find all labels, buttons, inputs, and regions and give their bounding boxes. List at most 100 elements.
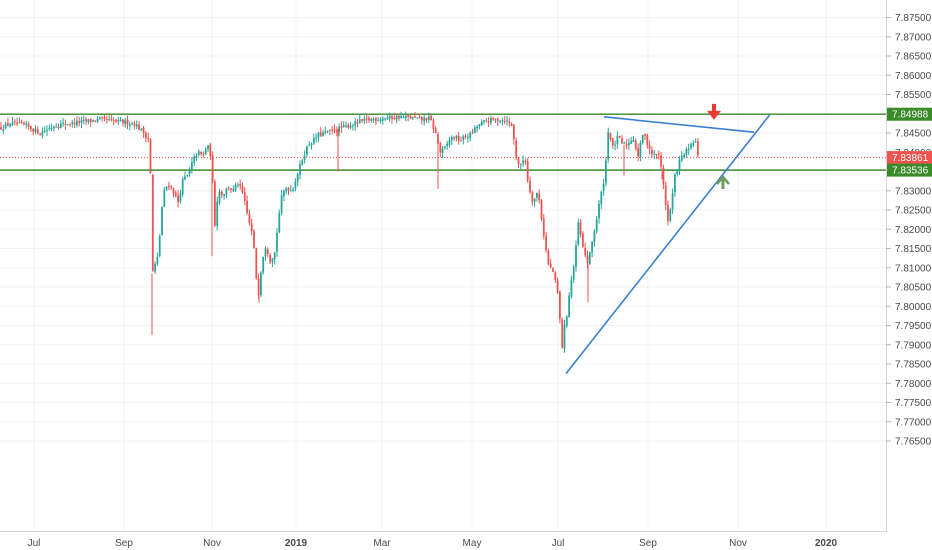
candle-body <box>80 120 83 124</box>
candle-body <box>273 252 276 260</box>
candle-body <box>462 136 465 140</box>
candle-body <box>85 119 87 122</box>
candle <box>448 136 451 148</box>
candle-body <box>82 119 85 121</box>
candle-body <box>87 119 90 123</box>
candle <box>283 189 285 202</box>
candle <box>200 151 202 157</box>
candle <box>55 122 58 128</box>
candle <box>48 124 51 131</box>
candle-body <box>292 189 294 191</box>
candle <box>404 111 407 122</box>
trendlines[interactable] <box>565 114 771 375</box>
rising-support-trendline[interactable] <box>565 114 771 375</box>
candle <box>170 185 173 190</box>
candle <box>66 123 69 126</box>
candle <box>101 116 104 122</box>
candle-body <box>331 129 334 131</box>
candle <box>317 131 320 143</box>
candle-body <box>400 115 403 119</box>
candle-body <box>508 121 511 123</box>
candle <box>36 126 39 135</box>
candle <box>225 187 228 198</box>
candle <box>554 271 557 283</box>
candle-body <box>363 118 366 122</box>
candle <box>680 151 683 163</box>
candle-body <box>306 146 308 155</box>
candle-body <box>697 141 699 156</box>
candle-body <box>361 119 363 121</box>
candle <box>345 121 347 128</box>
candle-body <box>46 129 48 131</box>
candle <box>694 138 697 143</box>
candle <box>395 115 398 124</box>
grid <box>0 0 886 531</box>
candle-body <box>676 170 679 174</box>
candle <box>352 123 354 131</box>
candle <box>124 117 127 128</box>
candle-body <box>651 149 653 155</box>
price-tag-bg <box>887 151 932 165</box>
candle <box>598 200 600 224</box>
y-tick-label: 7.83000 <box>895 186 932 197</box>
candle <box>99 116 101 120</box>
candle <box>161 206 163 236</box>
candle-body <box>478 124 481 127</box>
candle <box>278 209 281 234</box>
candle <box>80 116 83 129</box>
candle <box>131 121 133 126</box>
candle-body <box>609 132 612 140</box>
candle-body <box>30 126 32 130</box>
y-tick-label: 7.86000 <box>895 71 932 82</box>
y-tick-label: 7.87500 <box>895 13 932 24</box>
candle-body <box>177 195 179 203</box>
price-tag-label: 7.84988 <box>892 110 929 121</box>
candle <box>687 143 690 156</box>
candle-body <box>568 295 570 318</box>
candle <box>545 231 547 253</box>
arrow-head <box>716 175 730 185</box>
candle <box>579 218 582 238</box>
candle <box>582 231 584 248</box>
candle-body <box>648 145 651 149</box>
candle <box>450 135 453 145</box>
candle <box>513 123 515 145</box>
candle <box>340 121 343 133</box>
time-axis[interactable]: Jul Sep Nov 2019 Mar May Jul Sep Nov 2020 <box>28 538 838 549</box>
candle <box>411 116 414 120</box>
candle-body <box>662 167 665 185</box>
candle <box>193 153 196 167</box>
candle-body <box>379 119 382 121</box>
candle <box>41 127 44 139</box>
candle-body <box>340 126 343 128</box>
price-axis[interactable]: 7.875007.870007.865007.860007.855007.850… <box>886 13 932 448</box>
candle-body <box>492 118 495 120</box>
candle <box>59 119 62 129</box>
candle-body <box>239 184 242 186</box>
resistance-trendline[interactable] <box>603 116 755 134</box>
candle-body <box>78 121 81 124</box>
x-tick-label: 2020 <box>815 538 838 549</box>
candle <box>209 142 212 161</box>
candle <box>372 117 375 124</box>
candle <box>46 125 48 137</box>
candle <box>398 114 400 122</box>
candle <box>241 182 244 194</box>
candle-body <box>513 124 515 140</box>
candle <box>618 135 621 139</box>
candle-body <box>552 268 554 272</box>
candle-body <box>529 180 531 193</box>
candle-body <box>214 181 216 226</box>
candle-body <box>377 119 380 121</box>
candle-body <box>437 134 439 144</box>
candle <box>246 195 248 215</box>
candle-body <box>634 140 637 149</box>
candle <box>234 182 237 193</box>
candle <box>393 112 396 120</box>
candle-body <box>36 129 39 134</box>
candle <box>11 117 14 127</box>
candle <box>306 145 308 158</box>
candle-body <box>280 195 283 213</box>
candle <box>591 240 593 258</box>
